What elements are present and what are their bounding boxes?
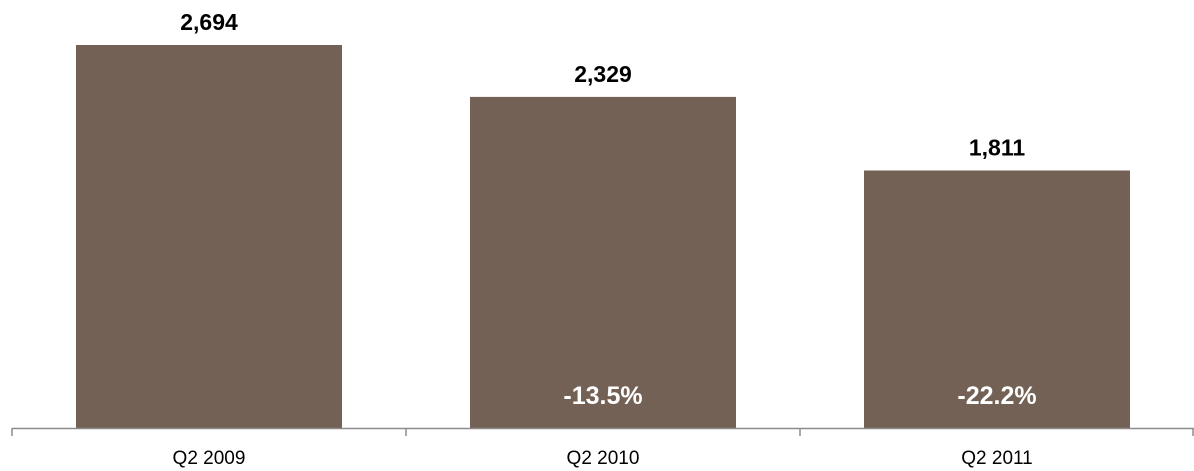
change-label-2: -13.5% [563,382,642,410]
x-axis [11,427,1194,436]
change-labels-group: -13.5% -22.2% [563,382,1036,410]
bar-1 [76,45,342,428]
change-label-3: -22.2% [957,382,1036,410]
x-tick-labels-group: Q2 2009 Q2 2010 Q2 2011 [173,448,1033,469]
x-tick-label-2: Q2 2010 [567,448,640,469]
bar-2 [470,96,736,429]
data-label-1: 2,694 [180,9,238,35]
data-label-3: 1,811 [969,135,1025,161]
bars-group [76,45,1130,429]
value-labels-group: 2,694 2,329 1,811 [180,9,1025,161]
data-label-2: 2,329 [574,61,632,87]
x-tick-label-1: Q2 2009 [173,448,246,469]
x-tick-label-3: Q2 2011 [961,448,1032,469]
bar-3 [864,170,1130,428]
